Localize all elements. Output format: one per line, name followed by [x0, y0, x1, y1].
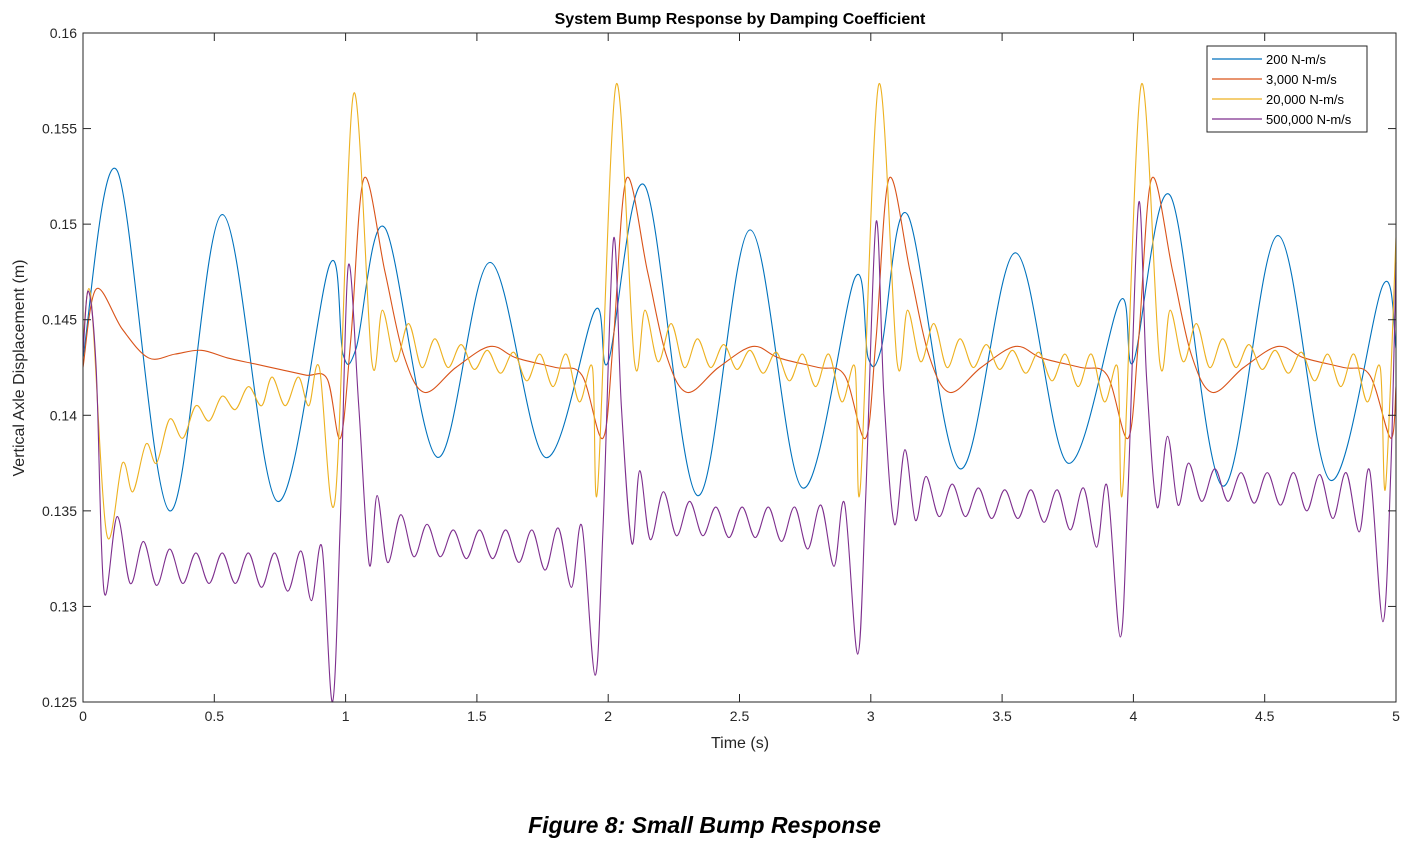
legend-label: 200 N-m/s	[1266, 52, 1326, 67]
x-tick-label: 4	[1130, 708, 1138, 724]
y-tick-label: 0.145	[42, 312, 77, 328]
legend-label: 20,000 N-m/s	[1266, 92, 1345, 107]
x-tick-label: 4.5	[1255, 708, 1275, 724]
y-tick-label: 0.125	[42, 694, 77, 710]
chart-title: System Bump Response by Damping Coeffici…	[555, 11, 926, 28]
y-tick-label: 0.16	[50, 25, 77, 41]
x-tick-label: 1.5	[467, 708, 487, 724]
x-tick-label: 0	[79, 708, 87, 724]
x-tick-label: 5	[1392, 708, 1400, 724]
x-tick-label: 2.5	[730, 708, 750, 724]
x-tick-label: 3	[867, 708, 875, 724]
x-tick-label: 2	[604, 708, 612, 724]
y-tick-label: 0.135	[42, 503, 77, 519]
y-axis-label: Vertical Axle Displacement (m)	[11, 260, 28, 477]
axes-layer: 0 0.5 1 1.5 2 2.5 3 3.5 4 4.5 5 0.125 0.13 0.135 0.14 0…	[42, 25, 1400, 724]
x-tick-label: 0.5	[205, 708, 225, 724]
series-line-4	[83, 201, 1396, 702]
series-layer	[83, 83, 1396, 702]
figure-caption: Figure 8: Small Bump Response	[0, 812, 1409, 839]
y-tick-label: 0.13	[50, 598, 77, 614]
y-tick-label: 0.155	[42, 121, 77, 137]
y-tick-label: 0.14	[50, 407, 77, 423]
series-line-1	[83, 168, 1396, 511]
x-axis-label: Time (s)	[711, 735, 769, 752]
series-line-3	[83, 83, 1396, 539]
x-tick-label: 1	[342, 708, 350, 724]
chart: System Bump Response by Damping Coeffici…	[0, 0, 1409, 800]
legend-label: 3,000 N-m/s	[1266, 72, 1337, 87]
series-line-2	[83, 177, 1396, 439]
x-tick-label: 3.5	[992, 708, 1012, 724]
legend: 200 N-m/s 3,000 N-m/s 20,000 N-m/s 500,000 …	[1207, 46, 1367, 132]
legend-label: 500,000 N-m/s	[1266, 112, 1352, 127]
y-tick-label: 0.15	[50, 216, 77, 232]
